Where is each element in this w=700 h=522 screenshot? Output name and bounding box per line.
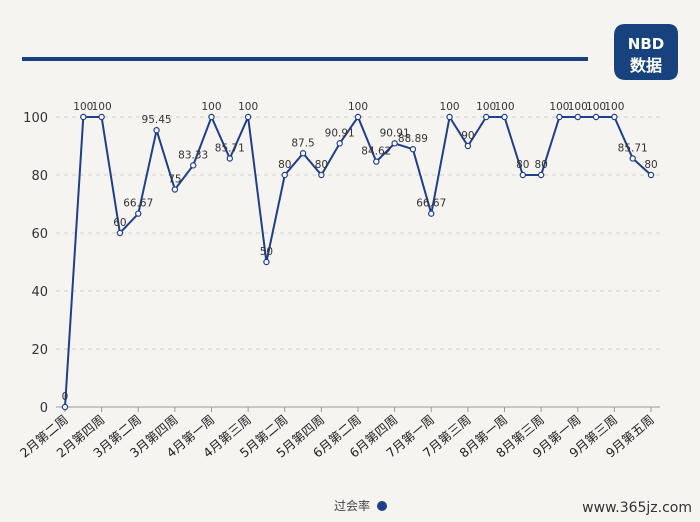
data-label: 88.89 bbox=[398, 133, 428, 145]
data-point bbox=[629, 155, 636, 162]
data-label: 66.67 bbox=[416, 198, 446, 210]
data-label: 100 bbox=[604, 101, 624, 113]
grid bbox=[56, 116, 660, 350]
data-label: 100 bbox=[238, 101, 258, 113]
data-point bbox=[592, 113, 600, 121]
nbd-logo: NBD 数据 bbox=[614, 24, 678, 80]
data-label: 100 bbox=[494, 101, 514, 113]
data-label: 50 bbox=[260, 246, 273, 258]
data-point bbox=[464, 142, 472, 150]
data-point bbox=[226, 155, 234, 162]
data-point bbox=[647, 171, 655, 179]
legend-marker bbox=[377, 501, 387, 511]
data-label: 80 bbox=[534, 159, 547, 171]
y-tick-label: 0 bbox=[40, 401, 48, 416]
data-label: 60 bbox=[113, 217, 126, 229]
site-watermark: www.365jz.com bbox=[582, 500, 692, 516]
data-label: 100 bbox=[568, 101, 588, 113]
data-label: 100 bbox=[201, 101, 221, 113]
data-label: 80 bbox=[516, 159, 529, 171]
data-point bbox=[61, 403, 69, 411]
logo-text-nbd: NBD bbox=[628, 35, 664, 53]
data-label: 100 bbox=[348, 101, 368, 113]
data-point bbox=[501, 113, 508, 121]
data-point bbox=[281, 171, 288, 179]
data-label: 87.5 bbox=[291, 137, 314, 149]
data-points bbox=[61, 113, 655, 411]
data-point bbox=[263, 258, 270, 266]
data-labels: 01001006066.6795.457583.3310085.71100508… bbox=[62, 101, 658, 403]
y-tick-label: 20 bbox=[31, 343, 48, 358]
data-point bbox=[189, 162, 197, 169]
y-tick-label: 60 bbox=[31, 227, 48, 242]
data-label: 66.67 bbox=[123, 198, 153, 210]
logo-text-data: 数据 bbox=[630, 56, 662, 75]
data-point bbox=[318, 171, 325, 179]
data-label: 100 bbox=[92, 101, 112, 113]
data-label: 80 bbox=[644, 159, 657, 171]
data-point bbox=[299, 150, 307, 157]
data-point bbox=[208, 113, 215, 121]
data-point bbox=[391, 140, 398, 147]
y-tick-label: 100 bbox=[23, 111, 48, 126]
data-label: 100 bbox=[549, 101, 569, 113]
x-axis: 2月第二周2月第四周3月第二周3月第四周4月第一周4月第三周5月第二周5月第四周… bbox=[17, 407, 657, 461]
header-bar bbox=[22, 57, 588, 61]
data-point bbox=[244, 113, 252, 121]
data-label: 0 bbox=[62, 391, 69, 403]
series-line bbox=[64, 113, 652, 408]
data-point bbox=[556, 113, 563, 121]
data-point bbox=[519, 171, 527, 179]
data-point bbox=[446, 113, 453, 121]
data-point bbox=[537, 171, 545, 179]
data-label: 100 bbox=[476, 101, 496, 113]
data-label: 84.62 bbox=[361, 146, 391, 158]
data-point bbox=[336, 140, 343, 147]
legend-label: 过会率 bbox=[334, 498, 370, 513]
data-point bbox=[354, 113, 362, 121]
data-label: 100 bbox=[586, 101, 606, 113]
data-label: 85.71 bbox=[618, 142, 648, 154]
data-point bbox=[135, 210, 142, 217]
data-label: 85.71 bbox=[215, 142, 245, 154]
data-point bbox=[373, 158, 380, 165]
data-point bbox=[428, 210, 435, 217]
data-point bbox=[611, 113, 618, 121]
data-label: 80 bbox=[278, 159, 291, 171]
data-point bbox=[171, 186, 179, 193]
data-label: 75 bbox=[168, 174, 181, 186]
data-point bbox=[409, 146, 417, 153]
data-label: 100 bbox=[440, 101, 460, 113]
data-label: 90.91 bbox=[380, 127, 410, 139]
data-label: 90 bbox=[461, 130, 474, 142]
data-point bbox=[482, 113, 490, 121]
data-point bbox=[116, 229, 124, 237]
y-tick-label: 80 bbox=[31, 169, 48, 184]
data-label: 90.91 bbox=[325, 127, 355, 139]
data-point bbox=[98, 113, 105, 121]
data-label: 80 bbox=[315, 159, 328, 171]
y-axis: 0 20 40 60 80 100 bbox=[23, 111, 48, 416]
data-label: 95.45 bbox=[142, 114, 172, 126]
data-point bbox=[153, 126, 160, 134]
y-tick-label: 40 bbox=[31, 285, 48, 300]
data-label: 100 bbox=[73, 101, 93, 113]
data-point bbox=[80, 113, 87, 121]
legend: 过会率 bbox=[334, 498, 387, 513]
data-point bbox=[574, 113, 581, 121]
data-label: 83.33 bbox=[178, 149, 208, 161]
